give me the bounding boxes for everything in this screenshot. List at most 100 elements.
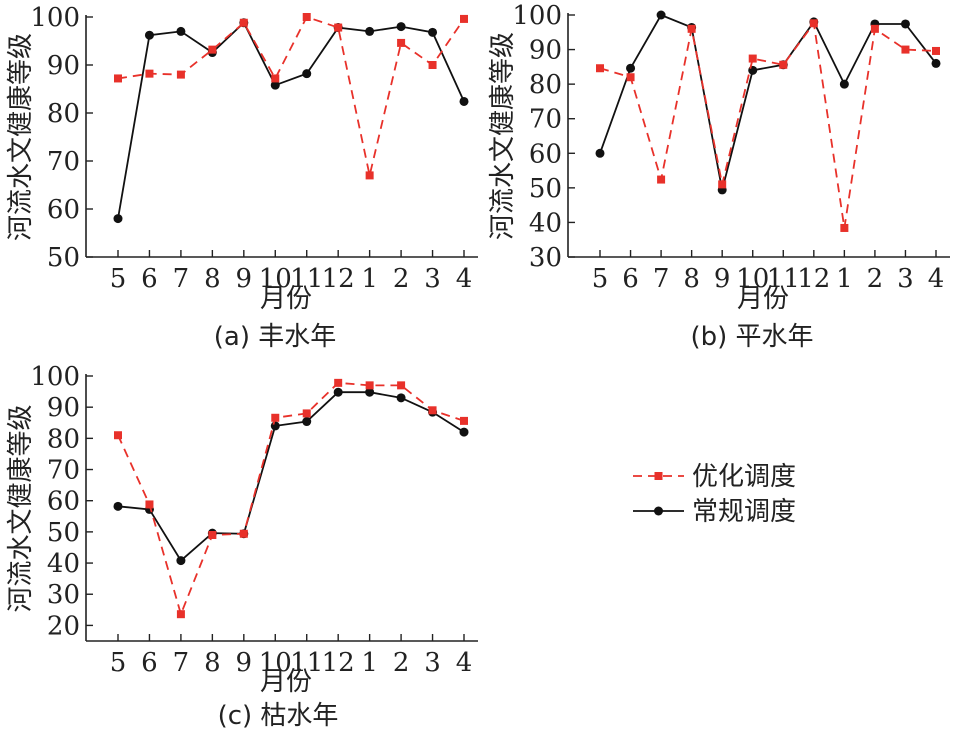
data-point-conventional — [396, 393, 406, 403]
data-point-conventional — [459, 96, 469, 106]
y-axis-title: 河流水文健康等级 — [6, 404, 36, 612]
x-tick-label: 9 — [236, 648, 253, 678]
x-tick-label: 1 — [361, 648, 378, 678]
data-point-optimized — [657, 175, 666, 184]
data-point-conventional — [333, 387, 343, 397]
x-tick-label: 12 — [322, 648, 355, 678]
x-tick-label: 10 — [259, 264, 292, 294]
y-tick-label: 40 — [47, 549, 80, 579]
y-tick-label: 70 — [529, 105, 562, 135]
data-point-optimized — [870, 24, 879, 33]
y-tick-label: 50 — [529, 174, 562, 204]
x-tick-label: 8 — [683, 264, 700, 294]
data-point-conventional — [428, 27, 438, 37]
data-point-optimized — [428, 406, 437, 415]
data-point-conventional — [595, 148, 605, 158]
data-point-optimized — [460, 416, 468, 425]
legend-marker-optimized — [654, 472, 663, 480]
x-tick-label: 10 — [259, 648, 292, 678]
data-point-optimized — [145, 69, 154, 78]
x-tick-label: 4 — [456, 648, 473, 678]
data-point-optimized — [718, 180, 727, 189]
data-point-optimized — [365, 171, 374, 180]
y-tick-label: 90 — [529, 36, 562, 66]
series-line-conventional — [117, 391, 465, 562]
data-point-conventional — [656, 10, 666, 20]
legend-label: 优化调度 — [692, 462, 796, 492]
panel-caption: (b) 平水年 — [690, 322, 813, 352]
data-point-optimized — [397, 381, 406, 390]
x-tick-label: 5 — [110, 648, 127, 678]
data-point-conventional — [396, 22, 406, 32]
x-tick-label: 9 — [714, 264, 731, 294]
data-point-conventional — [113, 214, 123, 224]
y-tick-label: 100 — [512, 1, 562, 31]
data-point-optimized — [932, 46, 940, 55]
data-point-conventional — [302, 417, 312, 427]
data-point-optimized — [779, 60, 788, 69]
x-tick-label: 12 — [322, 264, 355, 294]
y-tick-label: 20 — [47, 611, 80, 641]
x-tick-label: 1 — [836, 264, 853, 294]
y-tick-label: 40 — [529, 208, 562, 238]
x-tick-label: 3 — [897, 264, 914, 294]
y-tick-label: 80 — [47, 99, 80, 129]
x-tick-label: 11 — [290, 648, 323, 678]
data-point-optimized — [687, 24, 696, 33]
data-point-optimized — [114, 431, 122, 440]
data-point-optimized — [239, 529, 248, 538]
panel-caption: (c) 枯水年 — [218, 701, 339, 731]
y-tick-label: 60 — [47, 195, 80, 225]
x-tick-label: 2 — [867, 264, 884, 294]
data-point-conventional — [931, 58, 941, 68]
x-axis-title: 月份 — [260, 667, 312, 697]
x-tick-label: 9 — [236, 264, 253, 294]
data-point-optimized — [239, 18, 248, 27]
panel-caption: (a) 丰水年 — [214, 322, 337, 352]
series-line-optimized — [117, 15, 465, 176]
y-axis-title: 河流水文健康等级 — [488, 32, 518, 240]
x-tick-label: 1 — [361, 264, 378, 294]
data-point-optimized — [901, 45, 910, 54]
y-tick-label: 60 — [529, 139, 562, 169]
y-tick-label: 70 — [47, 147, 80, 177]
data-point-optimized — [302, 409, 311, 418]
y-tick-label: 30 — [529, 243, 562, 273]
data-point-conventional — [176, 26, 186, 36]
x-tick-label: 4 — [456, 264, 473, 294]
y-tick-label: 90 — [47, 393, 80, 423]
data-point-conventional — [748, 65, 758, 75]
y-tick-label: 80 — [529, 70, 562, 100]
x-tick-label: 10 — [736, 264, 769, 294]
data-point-optimized — [460, 14, 468, 23]
x-tick-label: 7 — [173, 264, 190, 294]
y-tick-label: 90 — [47, 51, 80, 81]
legend-label: 常规调度 — [692, 497, 796, 527]
x-tick-label: 8 — [204, 648, 221, 678]
data-point-conventional — [365, 26, 375, 36]
data-point-optimized — [302, 13, 311, 21]
data-point-conventional — [900, 19, 910, 29]
series-line-conventional — [117, 21, 465, 219]
data-point-conventional — [626, 63, 636, 73]
data-point-optimized — [208, 45, 217, 54]
data-point-optimized — [176, 610, 185, 619]
x-tick-label: 5 — [592, 264, 609, 294]
data-point-optimized — [397, 38, 406, 47]
y-tick-label: 100 — [30, 362, 80, 392]
data-point-optimized — [626, 73, 635, 82]
data-point-optimized — [208, 531, 217, 539]
data-point-conventional — [459, 427, 469, 437]
x-tick-label: 2 — [393, 264, 410, 294]
x-tick-label: 3 — [424, 264, 441, 294]
data-point-optimized — [145, 500, 154, 509]
x-tick-label: 6 — [622, 264, 639, 294]
series-line-optimized — [117, 381, 465, 617]
data-point-optimized — [428, 61, 437, 69]
x-axis-title: 月份 — [260, 284, 312, 314]
series-line-conventional — [599, 13, 937, 191]
data-point-optimized — [748, 54, 757, 63]
